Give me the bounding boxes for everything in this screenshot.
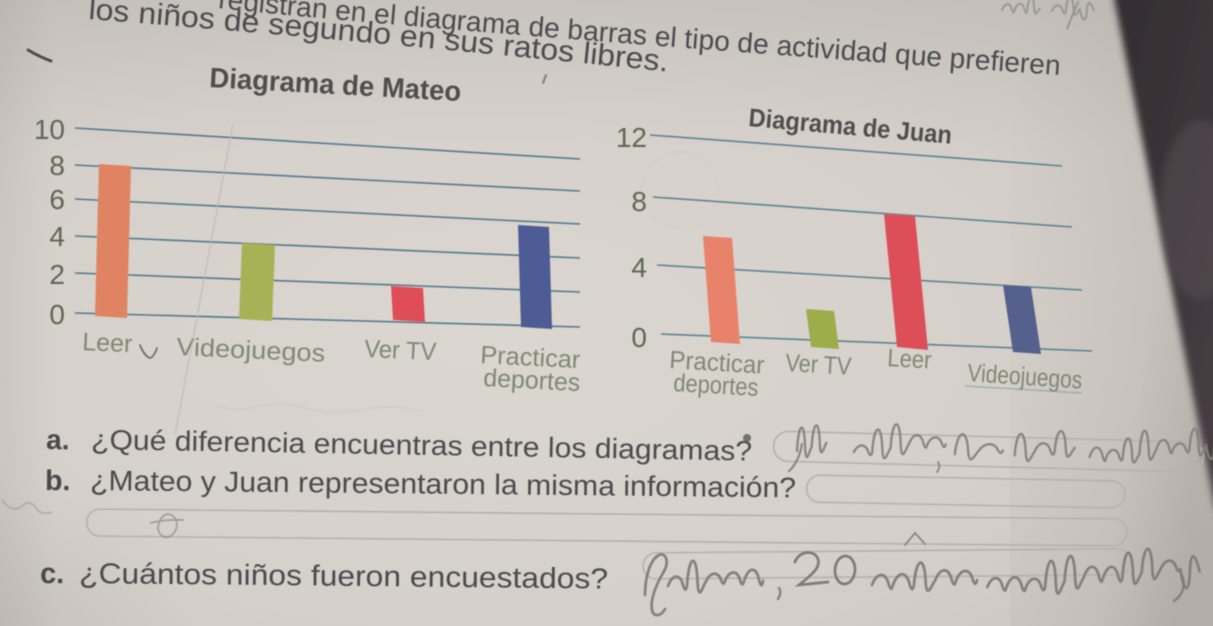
svg-text:a.: a. (46, 424, 70, 455)
svg-text:Practicar: Practicar (669, 346, 765, 380)
svg-text:Leer: Leer (887, 344, 933, 375)
svg-text:Ver TV: Ver TV (364, 335, 437, 366)
svg-text:¿Cuántos niños fueron encuesta: ¿Cuántos niños fueron encuestados? (79, 558, 608, 596)
svg-text:2: 2 (49, 259, 65, 290)
svg-text:Leer: Leer (82, 328, 133, 358)
svg-text:deportes: deportes (483, 364, 581, 397)
svg-text:0: 0 (631, 322, 647, 353)
svg-text:0: 0 (49, 299, 65, 330)
svg-text:4: 4 (631, 252, 647, 283)
svg-text:c.: c. (40, 558, 65, 590)
svg-text:Videojuegos: Videojuegos (176, 333, 326, 368)
svg-text:12: 12 (616, 122, 647, 153)
svg-text:6: 6 (49, 184, 65, 215)
svg-text:Practicar: Practicar (480, 341, 581, 374)
svg-text:deportes: deportes (673, 369, 760, 402)
svg-text:b.: b. (45, 465, 71, 497)
svg-text:Ver TV: Ver TV (785, 349, 853, 381)
svg-text:4: 4 (49, 221, 65, 252)
svg-text:¿Mateo y Juan representaron la: ¿Mateo y Juan representaron la misma inf… (90, 465, 796, 504)
svg-text:8: 8 (49, 150, 65, 181)
svg-text:10: 10 (34, 114, 65, 145)
